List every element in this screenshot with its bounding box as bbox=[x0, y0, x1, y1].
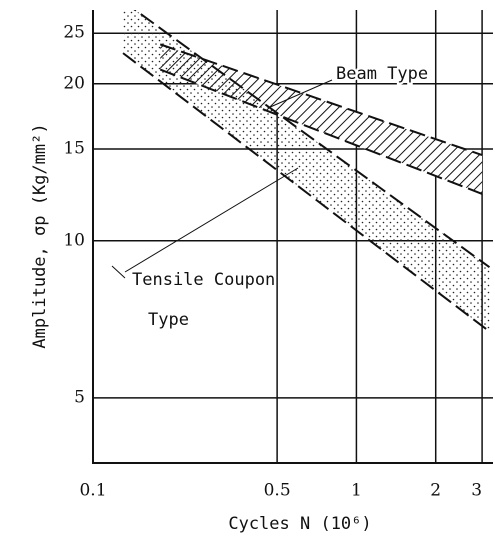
leader-line bbox=[111, 265, 126, 279]
y-tick-label: 25 bbox=[63, 23, 85, 43]
x-tick-label: 3 bbox=[471, 481, 482, 501]
y-tick-label: 15 bbox=[63, 138, 85, 158]
x-tick-label: 0.5 bbox=[264, 481, 291, 501]
band-edge bbox=[133, 10, 491, 269]
x-tick-label: 1 bbox=[351, 481, 362, 501]
band bbox=[123, 10, 490, 332]
band-edge bbox=[159, 43, 483, 157]
y-tick-label: 20 bbox=[63, 73, 85, 93]
x-axis-label: Cycles N (10⁶) bbox=[228, 514, 371, 534]
annotation-line: Tensile Coupon bbox=[132, 270, 275, 290]
y-axis-label: Amplitude, σp (Kg/mm²) bbox=[30, 123, 50, 348]
annotation: Tensile Coupon Type bbox=[132, 270, 275, 330]
y-tick-label: 10 bbox=[63, 230, 85, 250]
annotation-line: Type bbox=[148, 310, 189, 330]
plot-area bbox=[122, 10, 491, 333]
x-tick-label: 0.1 bbox=[79, 481, 106, 501]
band-edge bbox=[122, 52, 491, 333]
y-tick-label: 5 bbox=[74, 387, 85, 407]
band bbox=[160, 44, 483, 194]
x-tick-label: 2 bbox=[430, 481, 441, 501]
leader-line bbox=[124, 167, 299, 273]
leader-line bbox=[267, 79, 333, 109]
axis-frame bbox=[92, 10, 493, 464]
annotation: Beam Type bbox=[336, 64, 428, 84]
